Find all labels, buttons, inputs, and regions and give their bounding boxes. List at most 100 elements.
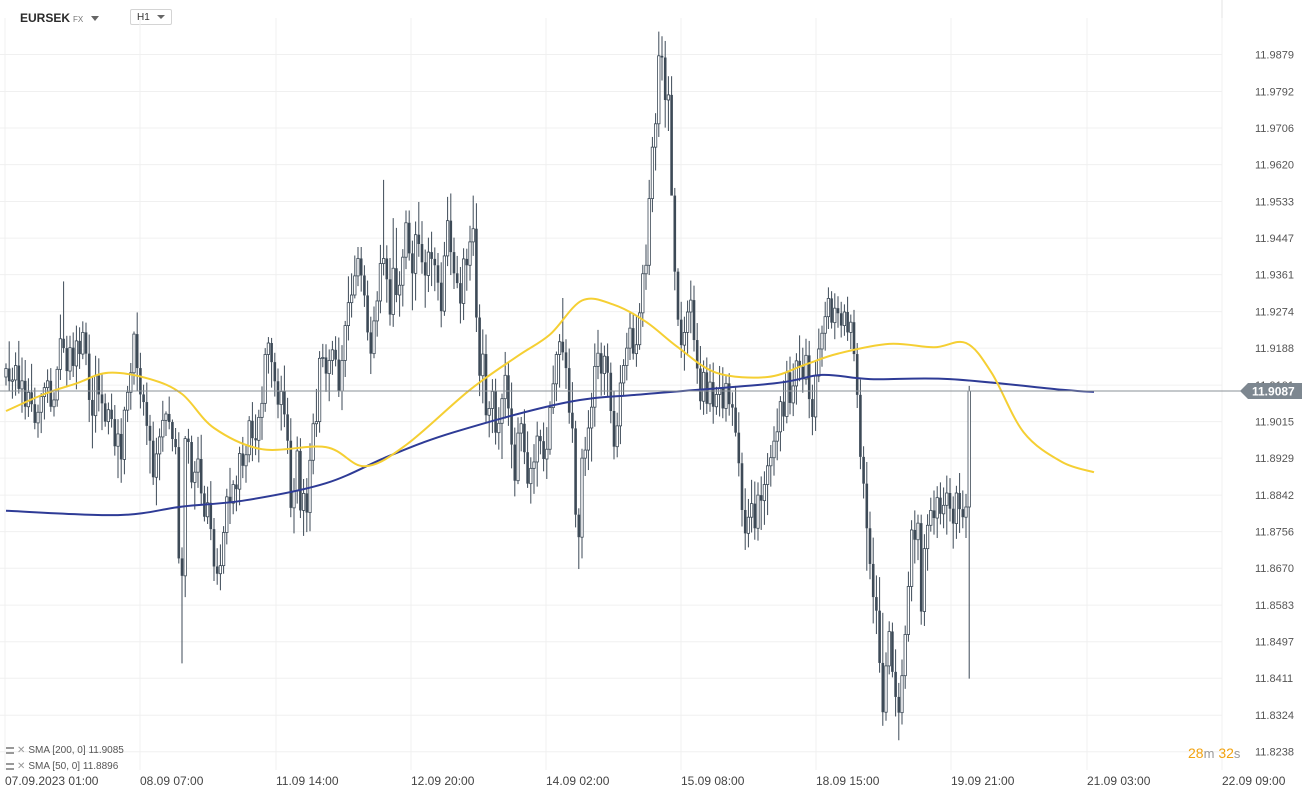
candle [193,461,197,510]
candle [139,352,142,409]
candle-body-up [926,524,930,550]
candle-body-up [935,497,939,519]
candle-body-up [445,220,450,257]
candle-body-up [615,425,619,448]
settings-icon[interactable] [6,746,14,754]
candle [942,487,946,529]
candle [71,332,75,378]
candle-body-down [465,258,469,266]
candle-body-up [468,241,472,266]
candle [673,187,677,291]
candle [900,659,904,725]
candle-body-down [599,353,603,374]
candle [7,341,11,392]
x-tick-label: 08.09 07:00 [140,774,204,788]
candle [519,416,523,452]
candle [711,362,715,424]
candle [455,255,459,289]
candle-body-up [356,258,360,277]
candle [807,340,811,419]
candle [132,331,136,385]
candle [782,380,785,431]
candle-body-down [78,340,81,355]
candle [657,31,661,137]
candle [279,375,283,431]
candle-body-down [830,298,833,323]
candle-body-down [87,353,91,400]
candle-body-up [413,234,418,274]
candle [740,452,744,527]
candle-body-down [49,380,53,407]
candle [753,481,757,540]
candle-body-down [676,271,680,320]
candle-body-down [142,394,145,403]
candle [231,480,235,515]
candle [734,385,737,437]
candle [199,434,203,506]
candle-body-down [839,313,843,326]
symbol-name: EURSEK [20,11,71,25]
x-tick-label: 07.09.2023 01:00 [5,774,99,788]
y-tick-label: 11.9620 [1255,160,1294,172]
candle-body-up [654,123,658,148]
candle-body-down [865,483,869,529]
candle-body-up [231,484,235,504]
candle-body-down [17,365,21,389]
candle-body-up [686,311,690,333]
candle [247,416,251,463]
candle [846,296,849,341]
candle-body-up [583,449,587,459]
candle-body-up [247,420,251,456]
candle-body-down [919,523,923,612]
candle [903,625,907,689]
candle [330,340,335,375]
countdown-minutes: 28 [1188,745,1204,761]
candle-body-up [205,502,210,518]
candle-body-down [23,380,27,407]
candle-body-down [305,493,309,513]
candle-body-down [139,368,142,395]
candle [878,577,881,673]
timeframe-selector[interactable]: H1 [130,9,172,25]
candle [699,345,702,410]
candle [356,246,360,287]
candle-body-down [484,354,488,416]
candle-body-down [743,509,747,534]
candle-body-down [334,349,337,360]
candle [78,327,81,369]
candle [30,363,33,412]
candle-body-down [148,425,152,441]
candle-body-up [295,450,299,492]
candle [327,349,331,402]
candle [180,547,184,664]
candle [346,276,351,341]
symbol-selector[interactable]: EURSEK FX [20,11,100,25]
candle [817,328,821,383]
candle [609,362,613,424]
candle [826,287,831,329]
candle-body-down [759,495,763,501]
settings-icon[interactable] [6,762,14,770]
candle-body-up [647,198,651,266]
candle-body-up [81,331,85,355]
candle-body-down [811,399,814,417]
candle [52,392,56,417]
candle [452,237,456,290]
candle-body-down [119,433,123,460]
candle-body-down [663,57,667,100]
candle-body-down [801,366,805,380]
chevron-down-icon[interactable] [91,16,100,22]
candle [289,418,293,518]
y-tick-label: 11.8497 [1255,637,1294,649]
candle [564,339,568,389]
candle-body-up [593,365,597,408]
close-icon[interactable]: ✕ [17,745,26,756]
candle-body-down [359,258,363,276]
candle [606,343,609,397]
candle-body-up [58,338,63,370]
candle-body-down [753,503,757,529]
candle [906,571,911,642]
candle [871,537,875,624]
close-icon[interactable]: ✕ [17,761,26,772]
